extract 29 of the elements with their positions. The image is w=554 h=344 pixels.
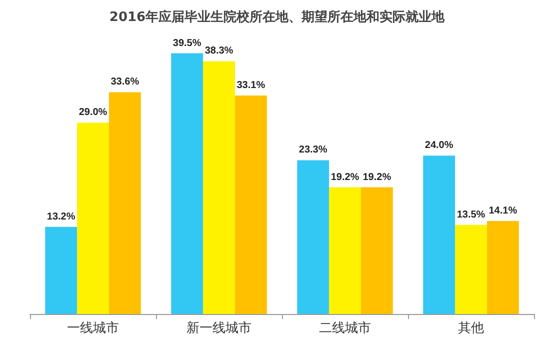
data-label: 19.2%	[362, 172, 392, 183]
data-label: 38.3%	[204, 46, 234, 57]
bar	[108, 92, 141, 314]
bar	[423, 156, 456, 314]
bar	[329, 187, 361, 314]
data-label: 14.1%	[488, 205, 518, 216]
bar	[45, 226, 78, 314]
data-label: 33.6%	[110, 76, 140, 88]
x-tick-label: 二线城市	[319, 321, 371, 336]
bar	[77, 122, 109, 314]
bar	[455, 224, 487, 314]
bar	[234, 96, 267, 314]
x-tick-label: 其他	[458, 321, 484, 336]
bar	[203, 61, 235, 314]
x-tick-label: 新一线城市	[186, 321, 252, 336]
data-label: 24.0%	[424, 140, 454, 152]
bar	[360, 187, 393, 314]
bar	[171, 53, 204, 314]
data-label: 33.1%	[236, 80, 266, 92]
data-label: 19.2%	[330, 172, 360, 183]
data-label: 39.5%	[172, 38, 202, 49]
data-label: 29.0%	[78, 107, 108, 118]
data-label: 23.3%	[298, 144, 328, 156]
data-label: 13.2%	[46, 211, 76, 222]
x-tick-label: 一线城市	[67, 321, 119, 336]
bar	[297, 160, 330, 314]
bar	[486, 220, 519, 314]
data-label: 13.5%	[456, 209, 486, 220]
chart-title: 2016年应届毕业生院校所在地、期望所在地和实际就业地	[109, 9, 446, 25]
